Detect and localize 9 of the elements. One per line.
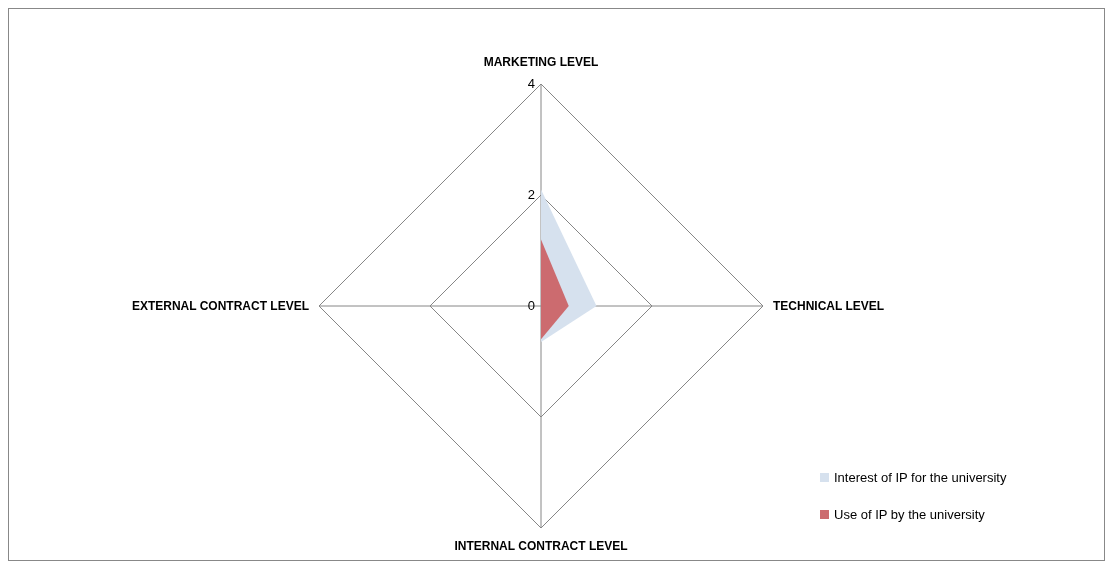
spoke-label: INTERNAL CONTRACT LEVEL: [454, 539, 628, 553]
legend-label: Use of IP by the university: [834, 507, 986, 522]
y-tick-label: 0: [527, 298, 535, 313]
spoke-label: TECHNICAL LEVEL: [773, 299, 885, 313]
spoke-label: MARKETING LEVEL: [483, 55, 599, 69]
y-tick-label: 2: [527, 187, 535, 202]
legend-label: Interest of IP for the university: [834, 470, 1007, 485]
spoke-label: EXTERNAL CONTRACT LEVEL: [131, 299, 309, 313]
y-tick-label: 4: [527, 76, 535, 91]
